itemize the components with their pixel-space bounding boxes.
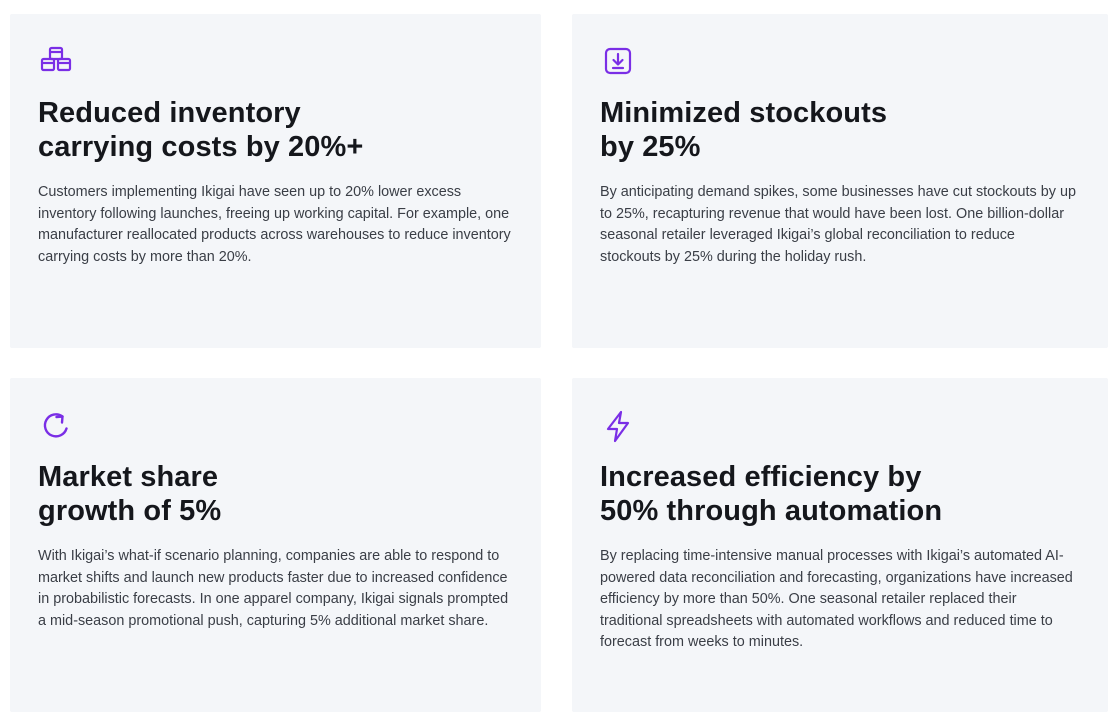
card-title-line1: Increased efficiency by [600, 461, 922, 493]
card-description: By replacing time-intensive manual proce… [600, 548, 1073, 651]
card-title-line1: Minimized stockouts [600, 97, 888, 129]
cubes-icon [38, 44, 74, 80]
refresh-icon [38, 408, 74, 444]
lightning-icon [600, 408, 636, 444]
card-description: By anticipating demand spikes, some busi… [600, 184, 1076, 265]
card-title-line2: by 25% [600, 131, 701, 163]
card-title: Market share growth of 5% [38, 460, 508, 528]
feature-card-efficiency: Increased efficiency by 50% through auto… [572, 378, 1108, 712]
card-title-line2: carrying costs by 20%+ [38, 131, 364, 163]
card-description: Customers implementing Ikigai have seen … [38, 184, 511, 265]
feature-card-inventory: Reduced inventory carrying costs by 20%+… [10, 14, 541, 348]
card-title: Increased efficiency by 50% through auto… [600, 460, 1070, 528]
card-title-line2: growth of 5% [38, 495, 222, 527]
card-title-line1: Reduced inventory [38, 97, 301, 129]
feature-card-stockouts: Minimized stockouts by 25% By anticipati… [572, 14, 1108, 348]
card-title: Minimized stockouts by 25% [600, 96, 1070, 164]
card-title-line1: Market share [38, 461, 219, 493]
card-description: With Ikigai’s what-if scenario planning,… [38, 548, 509, 629]
download-tray-icon [600, 44, 636, 80]
feature-card-market-share: Market share growth of 5% With Ikigai’s … [10, 378, 541, 712]
card-title: Reduced inventory carrying costs by 20%+ [38, 96, 508, 164]
card-title-line2: 50% through automation [600, 495, 943, 527]
